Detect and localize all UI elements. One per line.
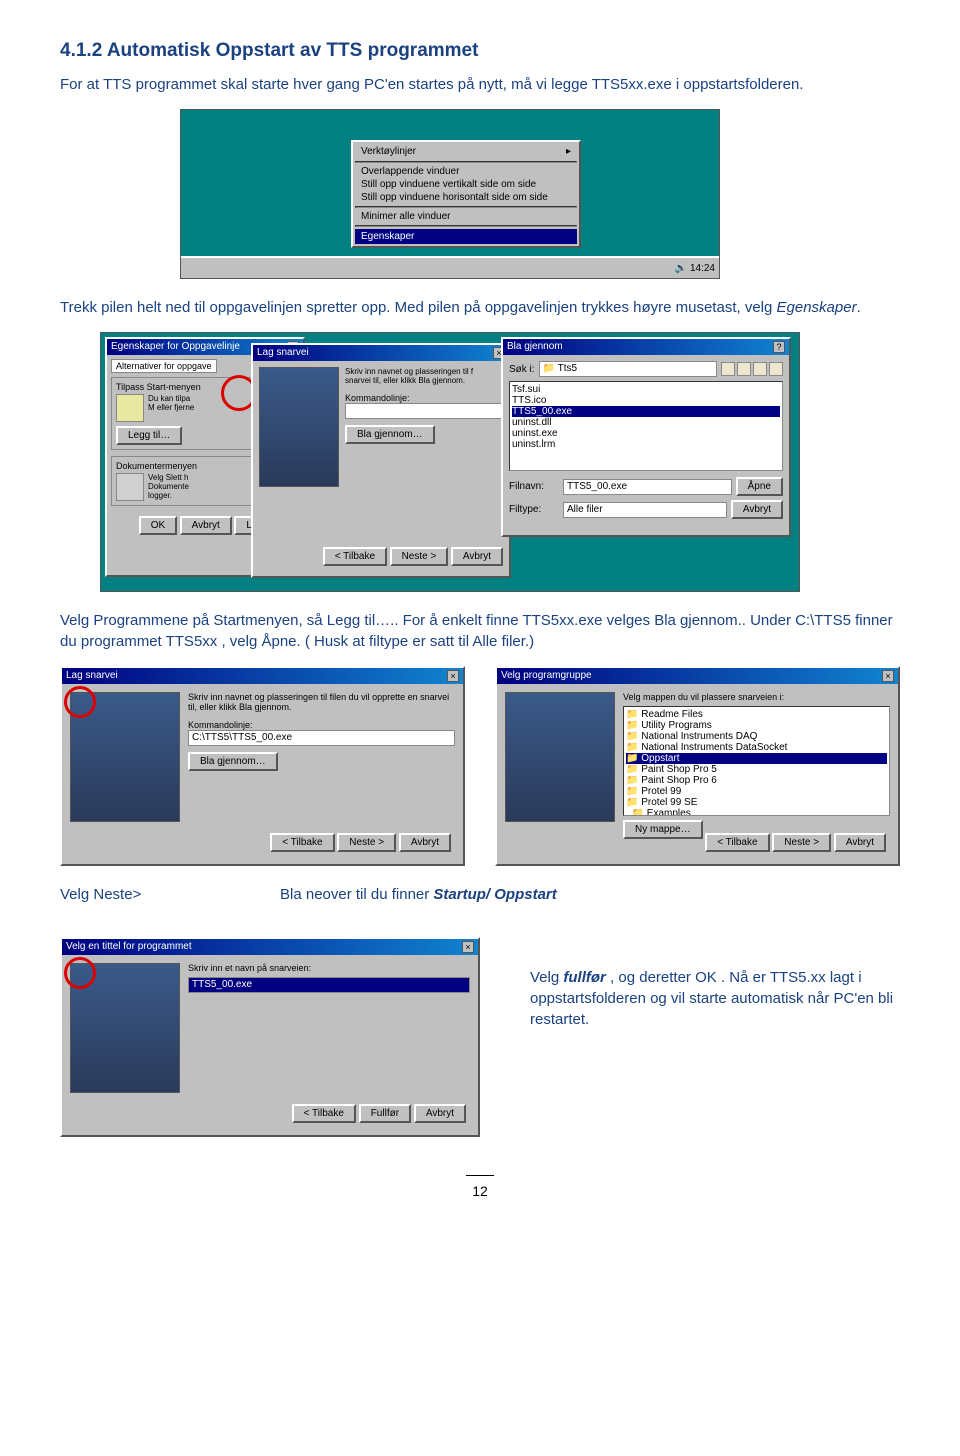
back-button[interactable]: < Tilbake xyxy=(323,547,387,566)
menu-item[interactable]: Still opp vinduene vertikalt side om sid… xyxy=(355,178,577,191)
folder-item[interactable]: 📁 Examples xyxy=(626,808,887,816)
folder-item[interactable]: 📁 National Instruments DAQ xyxy=(626,731,887,742)
clock: 14:24 xyxy=(690,263,715,274)
folder-dropdown[interactable]: 📁 Tts5 xyxy=(539,361,717,377)
screenshot-2: Egenskaper for Oppgavelinje ? Alternativ… xyxy=(60,332,900,592)
file-item[interactable]: TTS.ico xyxy=(512,395,780,406)
add-button[interactable]: Legg til… xyxy=(116,426,182,445)
wizard-graphic xyxy=(505,692,615,822)
menu-item[interactable]: Minimer alle vinduer xyxy=(355,210,577,223)
close-icon[interactable]: × xyxy=(462,941,474,953)
file-item-selected[interactable]: TTS5_00.exe xyxy=(512,406,780,417)
details-view-icon[interactable] xyxy=(769,362,783,376)
folder-item[interactable]: 📁 Paint Shop Pro 5 xyxy=(626,764,887,775)
section-heading: 4.1.2 Automatisk Oppstart av TTS program… xyxy=(60,40,900,62)
screenshot-3: Lag snarvei × Skriv inn navnet og plasse… xyxy=(60,666,465,866)
command-input[interactable] xyxy=(345,403,503,419)
new-folder-button[interactable]: Ny mappe… xyxy=(623,820,703,839)
dialog-titlebar: Lag snarvei × xyxy=(253,345,509,361)
folder-item[interactable]: 📁 Readme Files xyxy=(626,709,887,720)
para-1: For at TTS programmet skal starte hver g… xyxy=(60,74,900,95)
dialog-titlebar: Bla gjennom ? xyxy=(503,339,789,355)
taskbar: 🔊 14:24 xyxy=(181,256,719,278)
file-item[interactable]: uninst.lrm xyxy=(512,439,780,450)
file-item[interactable]: uninst.exe xyxy=(512,428,780,439)
folder-item[interactable]: 📁 National Instruments DataSocket xyxy=(626,742,887,753)
menu-item[interactable]: Verktøylinjer ▸ xyxy=(355,144,577,159)
menu-item-selected[interactable]: Egenskaper xyxy=(355,229,577,244)
menu-item[interactable]: Still opp vinduene horisontalt side om s… xyxy=(355,191,577,204)
red-highlight-circle xyxy=(64,957,96,989)
dialog-titlebar: Velg programgruppe × xyxy=(497,668,898,684)
back-button[interactable]: < Tilbake xyxy=(270,833,334,852)
file-item[interactable]: uninst.dll xyxy=(512,417,780,428)
tab[interactable]: Alternativer for oppgave xyxy=(111,359,217,373)
back-button[interactable]: < Tilbake xyxy=(705,833,769,852)
icon-placeholder xyxy=(116,473,144,501)
browse-button[interactable]: Bla gjennom… xyxy=(188,752,278,771)
finish-button[interactable]: Fullfør xyxy=(359,1104,411,1123)
ok-button[interactable]: OK xyxy=(139,516,177,535)
close-icon[interactable]: × xyxy=(882,670,894,682)
folder-item[interactable]: 📁 Protel 99 SE xyxy=(626,797,887,808)
cancel-button[interactable]: Avbryt xyxy=(451,547,503,566)
field-label: Kommandolinje: xyxy=(188,720,455,730)
close-icon[interactable]: ? xyxy=(773,341,785,353)
cancel-button[interactable]: Avbryt xyxy=(180,516,232,535)
submenu-arrow: ▸ xyxy=(566,146,571,157)
icon-placeholder xyxy=(116,394,144,422)
para-3: Velg Programmene på Startmenyen, så Legg… xyxy=(60,610,900,652)
dialog-titlebar: Lag snarvei × xyxy=(62,668,463,684)
file-list[interactable]: Tsf.sui TTS.ico TTS5_00.exe uninst.dll u… xyxy=(509,381,783,471)
back-button[interactable]: < Tilbake xyxy=(292,1104,356,1123)
up-folder-icon[interactable] xyxy=(721,362,735,376)
screenshot-1: Verktøylinjer ▸ Overlappende vinduer Stil… xyxy=(60,109,900,279)
next-button[interactable]: Neste > xyxy=(337,833,396,852)
field-label: Filtype: xyxy=(509,504,559,515)
folder-item[interactable]: 📁 Protel 99 xyxy=(626,786,887,797)
cancel-button[interactable]: Avbryt xyxy=(399,833,451,852)
menu-item-label: Verktøylinjer xyxy=(361,146,416,157)
page-number: 12 xyxy=(60,1167,900,1199)
screenshot-5: Velg en tittel for programmet × Skriv in… xyxy=(60,937,480,1137)
filename-input[interactable]: TTS5_00.exe xyxy=(563,479,732,495)
screenshot-4: Velg programgruppe × Velg mappen du vil … xyxy=(495,666,900,866)
menu-item[interactable]: Overlappende vinduer xyxy=(355,165,577,178)
caption-left: Velg Neste> xyxy=(60,884,220,905)
next-button[interactable]: Neste > xyxy=(390,547,449,566)
field-label: Filnavn: xyxy=(509,481,559,492)
filetype-dropdown[interactable]: Alle filer xyxy=(563,502,727,518)
wizard-graphic xyxy=(259,367,339,487)
field-label: Kommandolinje: xyxy=(345,393,503,403)
cancel-button[interactable]: Avbryt xyxy=(834,833,886,852)
screenshot-row: Lag snarvei × Skriv inn navnet og plasse… xyxy=(60,666,900,866)
dialog-titlebar: Velg en tittel for programmet × xyxy=(62,939,478,955)
name-input[interactable]: TTS5_00.exe xyxy=(188,977,470,993)
command-input[interactable]: C:\TTS5\TTS5_00.exe xyxy=(188,730,455,746)
caption-right: Bla neover til du finner Startup/ Oppsta… xyxy=(280,884,900,905)
new-folder-icon[interactable] xyxy=(737,362,751,376)
red-highlight-circle xyxy=(64,686,96,718)
browse-button[interactable]: Bla gjennom… xyxy=(345,425,435,444)
file-item[interactable]: Tsf.sui xyxy=(512,384,780,395)
para-4: Velg fullfør , og deretter OK . Nå er TT… xyxy=(530,967,900,1030)
folder-item-selected[interactable]: 📁 Oppstart xyxy=(626,753,887,764)
cancel-button[interactable]: Avbryt xyxy=(731,500,783,519)
folder-item[interactable]: 📁 Paint Shop Pro 6 xyxy=(626,775,887,786)
tray-icon: 🔊 xyxy=(675,263,687,274)
folder-item[interactable]: 📁 Utility Programs xyxy=(626,720,887,731)
list-view-icon[interactable] xyxy=(753,362,767,376)
field-label: Søk i: xyxy=(509,364,535,375)
next-button[interactable]: Neste > xyxy=(772,833,831,852)
folder-icon: 📁 xyxy=(543,363,555,374)
para-2: Trekk pilen helt ned til oppgavelinjen s… xyxy=(60,297,900,318)
open-button[interactable]: Åpne xyxy=(736,477,783,496)
folder-tree[interactable]: 📁 Readme Files 📁 Utility Programs 📁 Nati… xyxy=(623,706,890,816)
close-icon[interactable]: × xyxy=(447,670,459,682)
cancel-button[interactable]: Avbryt xyxy=(414,1104,466,1123)
